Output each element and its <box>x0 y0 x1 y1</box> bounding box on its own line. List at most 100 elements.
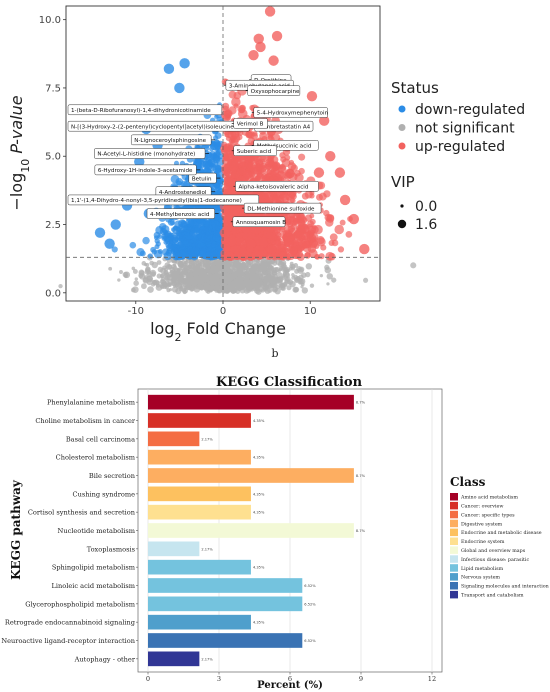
point-not-significant <box>163 269 169 275</box>
point-down-regulated <box>213 182 220 189</box>
point-down-regulated <box>174 82 185 94</box>
point-not-significant <box>277 277 282 282</box>
point-not-significant <box>230 272 237 279</box>
point-not-significant <box>164 267 168 272</box>
point-not-significant <box>266 274 273 281</box>
point-down-regulated <box>163 63 175 75</box>
point-not-significant <box>237 273 242 278</box>
point-not-significant <box>262 278 269 285</box>
point-not-significant <box>268 260 274 265</box>
point-up-regulated <box>269 160 275 166</box>
point-not-significant <box>209 279 217 286</box>
annotation-label: N-Acetyl-L-histidine (monohydrate) <box>97 152 195 158</box>
point-not-significant <box>289 281 296 288</box>
kegg-bar <box>148 578 303 593</box>
kegg-legend: Class Amino acid metabolism Cancer: overvi… <box>450 475 549 599</box>
point-up-regulated <box>339 194 351 206</box>
point-not-significant <box>164 275 170 281</box>
annotation: 4-Methylbenzoic acid <box>146 208 219 219</box>
kegg-bar-value-label: 2.17% <box>201 547 213 551</box>
annotation: N-Lignoceroylsphingosine <box>130 134 216 146</box>
x-tick-label: -10 <box>128 306 144 317</box>
point-down-regulated <box>129 241 137 249</box>
point-up-regulated <box>285 172 292 179</box>
annotation: 5-4-Hydroxymephenytoin <box>251 107 329 118</box>
annotation: Suberic acid <box>231 145 277 157</box>
point-not-significant <box>271 286 278 293</box>
point-not-significant <box>141 283 147 290</box>
kegg-bar <box>148 449 251 465</box>
point-down-regulated <box>210 239 216 244</box>
point-up-regulated <box>284 230 292 237</box>
volcano-y-axis-label: −log10 P-value <box>7 95 32 210</box>
point-up-regulated <box>298 223 308 233</box>
kegg-legend-swatch <box>450 528 458 537</box>
kegg-legend-label: Lipid metabolism <box>461 566 504 572</box>
point-not-significant <box>263 259 270 266</box>
kegg-category-label: Phenylalanine metabolism <box>47 399 136 407</box>
kegg-bar <box>148 504 251 520</box>
point-not-significant <box>286 285 292 291</box>
annotation: Alpha-ketoisovaleric acid <box>233 181 319 192</box>
kegg-category-label: Sphingolipid metabolism <box>52 564 136 572</box>
point-not-significant <box>183 287 187 292</box>
point-up-regulated <box>235 232 243 240</box>
kegg-bar-value-label: 8.7% <box>356 401 366 405</box>
status-legend-title: Status <box>391 79 439 97</box>
point-not-significant <box>133 280 139 286</box>
point-not-significant <box>132 286 139 293</box>
kegg-category-label: Nucleotide metabolism <box>58 527 136 535</box>
kegg-bar <box>148 651 200 667</box>
point-not-significant <box>326 282 330 286</box>
point-down-regulated <box>110 219 121 230</box>
kegg-category-label: Toxoplasmosis <box>87 545 136 553</box>
kegg-x-tick-label: 12 <box>428 675 436 683</box>
point-up-regulated <box>252 130 258 137</box>
point-up-regulated <box>225 226 232 232</box>
point-up-regulated <box>324 213 333 222</box>
point-down-regulated <box>202 226 209 233</box>
point-not-significant <box>200 272 206 279</box>
point-up-regulated <box>223 245 231 252</box>
point-not-significant <box>143 275 148 280</box>
point-down-regulated <box>208 150 217 159</box>
point-up-regulated <box>314 253 321 260</box>
kegg-legend-label: Digestive system <box>461 521 503 527</box>
point-down-regulated <box>194 246 200 252</box>
point-up-regulated <box>266 252 274 260</box>
y-tick-label: 5.0 <box>45 152 61 163</box>
kegg-bar <box>148 559 251 575</box>
annotation-label: 5-4-Hydroxymephenytoin <box>257 111 329 117</box>
annotation-label: 1,1'-(1,4-Dihydro-4-nonyl-3,5-pyridinedi… <box>71 198 242 204</box>
point-up-regulated <box>337 246 345 253</box>
point-up-regulated <box>309 232 319 242</box>
kegg-category-label: Autophagy - other <box>74 655 136 663</box>
point-not-significant <box>187 278 191 282</box>
annotation: N-Acetyl-L-histidine (monohydrate) <box>94 148 210 159</box>
point-not-significant <box>206 265 211 270</box>
kegg-category-label: Bile secretion <box>89 472 136 480</box>
point-not-significant <box>326 273 333 280</box>
point-up-regulated <box>246 245 254 253</box>
point-not-significant <box>142 276 150 284</box>
point-not-significant <box>243 269 248 274</box>
point-down-regulated <box>163 235 168 241</box>
point-not-significant <box>134 277 138 281</box>
kegg-category-label: Retrograde endocannabinoid signaling <box>5 619 136 627</box>
point-up-regulated <box>271 164 279 172</box>
point-down-regulated <box>168 239 174 245</box>
point-down-regulated <box>176 180 182 186</box>
x-tick-label: 10 <box>304 306 317 317</box>
point-not-significant <box>225 278 232 284</box>
vip-legend-swatch <box>400 204 404 208</box>
point-down-regulated <box>213 135 219 141</box>
point-down-regulated <box>173 160 180 166</box>
vip-legend-label: 0.0 <box>415 199 437 215</box>
vip-legend-label: 1.6 <box>415 217 437 233</box>
point-up-regulated <box>264 192 270 199</box>
annotation: DL-Methionine sulfoxide <box>242 202 322 214</box>
point-up-regulated <box>224 176 231 183</box>
point-not-significant <box>363 277 369 283</box>
point-not-significant <box>255 288 262 295</box>
kegg-bar <box>148 468 354 483</box>
